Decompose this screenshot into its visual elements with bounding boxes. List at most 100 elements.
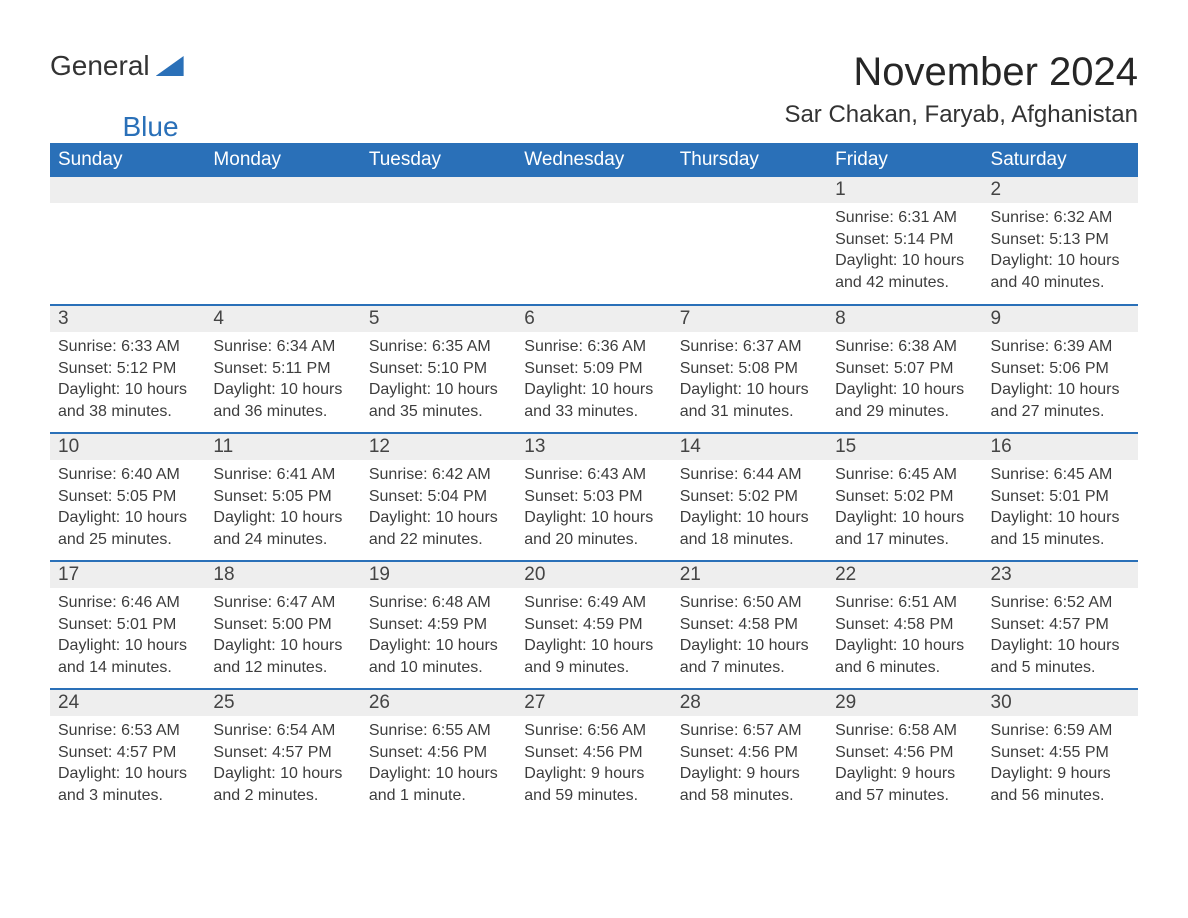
sunset-text: Sunset: 4:58 PM	[680, 614, 819, 636]
day-body: Sunrise: 6:45 AMSunset: 5:01 PMDaylight:…	[983, 460, 1138, 558]
calendar-week-row: 24Sunrise: 6:53 AMSunset: 4:57 PMDayligh…	[50, 689, 1138, 817]
day-body: Sunrise: 6:35 AMSunset: 5:10 PMDaylight:…	[361, 332, 516, 430]
calendar-cell: 27Sunrise: 6:56 AMSunset: 4:56 PMDayligh…	[516, 689, 671, 817]
daylight-line1: Daylight: 10 hours	[213, 635, 352, 657]
daylight-line2: and 9 minutes.	[524, 657, 663, 679]
calendar-cell: 22Sunrise: 6:51 AMSunset: 4:58 PMDayligh…	[827, 561, 982, 689]
daylight-line2: and 22 minutes.	[369, 529, 508, 551]
daylight-line1: Daylight: 9 hours	[991, 763, 1130, 785]
sunset-text: Sunset: 5:05 PM	[58, 486, 197, 508]
calendar-cell	[361, 177, 516, 305]
sunset-text: Sunset: 4:56 PM	[369, 742, 508, 764]
day-number-bar	[672, 177, 827, 203]
sunset-text: Sunset: 4:56 PM	[524, 742, 663, 764]
sunset-text: Sunset: 5:05 PM	[213, 486, 352, 508]
daylight-line2: and 33 minutes.	[524, 401, 663, 423]
day-body: Sunrise: 6:57 AMSunset: 4:56 PMDaylight:…	[672, 716, 827, 814]
daylight-line2: and 18 minutes.	[680, 529, 819, 551]
daylight-line1: Daylight: 10 hours	[213, 379, 352, 401]
header-row: General November 2024	[50, 50, 1138, 95]
calendar-cell: 29Sunrise: 6:58 AMSunset: 4:56 PMDayligh…	[827, 689, 982, 817]
weekday-header-row: SundayMondayTuesdayWednesdayThursdayFrid…	[50, 143, 1138, 177]
daylight-line1: Daylight: 10 hours	[835, 507, 974, 529]
day-body: Sunrise: 6:56 AMSunset: 4:56 PMDaylight:…	[516, 716, 671, 814]
sunset-text: Sunset: 5:01 PM	[58, 614, 197, 636]
daylight-line2: and 3 minutes.	[58, 785, 197, 807]
weekday-header: Wednesday	[516, 143, 671, 177]
calendar-cell: 20Sunrise: 6:49 AMSunset: 4:59 PMDayligh…	[516, 561, 671, 689]
daylight-line2: and 56 minutes.	[991, 785, 1130, 807]
calendar-cell: 15Sunrise: 6:45 AMSunset: 5:02 PMDayligh…	[827, 433, 982, 561]
day-body: Sunrise: 6:50 AMSunset: 4:58 PMDaylight:…	[672, 588, 827, 686]
daylight-line2: and 12 minutes.	[213, 657, 352, 679]
calendar-cell: 10Sunrise: 6:40 AMSunset: 5:05 PMDayligh…	[50, 433, 205, 561]
day-body: Sunrise: 6:39 AMSunset: 5:06 PMDaylight:…	[983, 332, 1138, 430]
daylight-line1: Daylight: 10 hours	[680, 507, 819, 529]
calendar-week-row: 1Sunrise: 6:31 AMSunset: 5:14 PMDaylight…	[50, 177, 1138, 305]
day-number: 7	[672, 306, 827, 332]
sunrise-text: Sunrise: 6:45 AM	[835, 464, 974, 486]
daylight-line1: Daylight: 10 hours	[58, 763, 197, 785]
logo-line2: GeneBlue	[50, 111, 179, 143]
day-number-bar	[516, 177, 671, 203]
day-body: Sunrise: 6:42 AMSunset: 5:04 PMDaylight:…	[361, 460, 516, 558]
calendar-cell: 1Sunrise: 6:31 AMSunset: 5:14 PMDaylight…	[827, 177, 982, 305]
day-number: 3	[50, 306, 205, 332]
calendar-cell: 30Sunrise: 6:59 AMSunset: 4:55 PMDayligh…	[983, 689, 1138, 817]
sunrise-text: Sunrise: 6:37 AM	[680, 336, 819, 358]
day-body: Sunrise: 6:37 AMSunset: 5:08 PMDaylight:…	[672, 332, 827, 430]
calendar-cell: 6Sunrise: 6:36 AMSunset: 5:09 PMDaylight…	[516, 305, 671, 433]
calendar-cell: 25Sunrise: 6:54 AMSunset: 4:57 PMDayligh…	[205, 689, 360, 817]
daylight-line1: Daylight: 10 hours	[835, 635, 974, 657]
daylight-line1: Daylight: 9 hours	[524, 763, 663, 785]
calendar-cell: 5Sunrise: 6:35 AMSunset: 5:10 PMDaylight…	[361, 305, 516, 433]
sunrise-text: Sunrise: 6:51 AM	[835, 592, 974, 614]
calendar-week-row: 3Sunrise: 6:33 AMSunset: 5:12 PMDaylight…	[50, 305, 1138, 433]
sunrise-text: Sunrise: 6:47 AM	[213, 592, 352, 614]
sunrise-text: Sunrise: 6:42 AM	[369, 464, 508, 486]
calendar-cell: 11Sunrise: 6:41 AMSunset: 5:05 PMDayligh…	[205, 433, 360, 561]
location-text: Sar Chakan, Faryab, Afghanistan	[784, 101, 1138, 129]
logo-mark-icon	[156, 56, 184, 76]
daylight-line2: and 2 minutes.	[213, 785, 352, 807]
daylight-line2: and 42 minutes.	[835, 272, 974, 294]
daylight-line2: and 17 minutes.	[835, 529, 974, 551]
day-body: Sunrise: 6:45 AMSunset: 5:02 PMDaylight:…	[827, 460, 982, 558]
calendar-cell	[672, 177, 827, 305]
daylight-line2: and 10 minutes.	[369, 657, 508, 679]
sunrise-text: Sunrise: 6:36 AM	[524, 336, 663, 358]
calendar-cell: 4Sunrise: 6:34 AMSunset: 5:11 PMDaylight…	[205, 305, 360, 433]
month-title: November 2024	[853, 50, 1138, 95]
calendar-cell: 21Sunrise: 6:50 AMSunset: 4:58 PMDayligh…	[672, 561, 827, 689]
daylight-line2: and 25 minutes.	[58, 529, 197, 551]
daylight-line2: and 38 minutes.	[58, 401, 197, 423]
calendar-cell: 19Sunrise: 6:48 AMSunset: 4:59 PMDayligh…	[361, 561, 516, 689]
day-number: 19	[361, 562, 516, 588]
sunset-text: Sunset: 5:13 PM	[991, 229, 1130, 251]
calendar-cell	[205, 177, 360, 305]
daylight-line2: and 6 minutes.	[835, 657, 974, 679]
day-number: 26	[361, 690, 516, 716]
day-body: Sunrise: 6:52 AMSunset: 4:57 PMDaylight:…	[983, 588, 1138, 686]
day-body: Sunrise: 6:53 AMSunset: 4:57 PMDaylight:…	[50, 716, 205, 814]
sunset-text: Sunset: 5:01 PM	[991, 486, 1130, 508]
day-number: 25	[205, 690, 360, 716]
daylight-line2: and 40 minutes.	[991, 272, 1130, 294]
daylight-line1: Daylight: 10 hours	[369, 379, 508, 401]
daylight-line2: and 14 minutes.	[58, 657, 197, 679]
sunset-text: Sunset: 5:02 PM	[680, 486, 819, 508]
daylight-line1: Daylight: 9 hours	[680, 763, 819, 785]
sunrise-text: Sunrise: 6:57 AM	[680, 720, 819, 742]
day-body: Sunrise: 6:46 AMSunset: 5:01 PMDaylight:…	[50, 588, 205, 686]
daylight-line2: and 24 minutes.	[213, 529, 352, 551]
sunset-text: Sunset: 5:10 PM	[369, 358, 508, 380]
daylight-line1: Daylight: 10 hours	[58, 379, 197, 401]
daylight-line1: Daylight: 10 hours	[991, 250, 1130, 272]
day-body	[361, 203, 516, 293]
sunrise-text: Sunrise: 6:44 AM	[680, 464, 819, 486]
day-number: 29	[827, 690, 982, 716]
calendar-cell: 7Sunrise: 6:37 AMSunset: 5:08 PMDaylight…	[672, 305, 827, 433]
weekday-header: Friday	[827, 143, 982, 177]
day-body: Sunrise: 6:58 AMSunset: 4:56 PMDaylight:…	[827, 716, 982, 814]
sunset-text: Sunset: 4:57 PM	[58, 742, 197, 764]
